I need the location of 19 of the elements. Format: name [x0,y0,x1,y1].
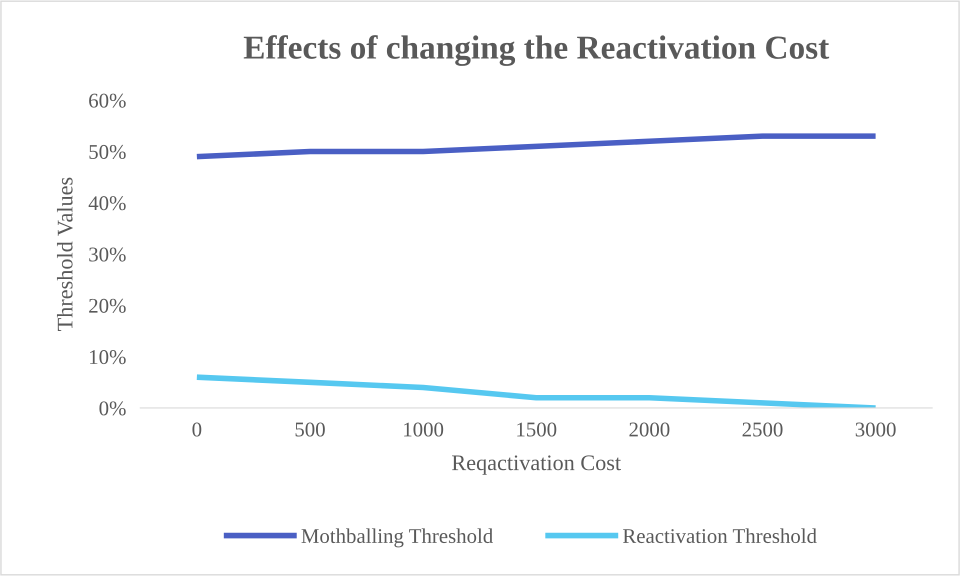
x-tick-label: 2500 [742,422,783,437]
x-axis-title: Reqactivation Cost [452,455,621,475]
y-tick-label: 30% [89,247,126,262]
y-tick-label: 20% [89,298,126,313]
y-tick-label: 10% [90,350,126,364]
x-tick-label: 1500 [517,422,556,437]
x-tick-label: 1000 [404,422,444,437]
x-tick-label: 0 [192,422,202,437]
x-tick-label: 500 [296,422,325,437]
y-tick-label: 40% [88,196,126,210]
legend-label: Mothballing Threshold [301,528,493,548]
legend-label: Reactivation Threshold [622,528,817,544]
y-tick-label: 0% [99,401,126,416]
x-tick-label: 2000 [629,422,670,437]
y-tick-label: 60% [89,94,126,108]
y-tick-label: 50% [89,144,126,160]
x-tick-label: 3000 [856,422,896,437]
chart-title: Effects of changing the Reactivation Cost [244,35,830,66]
y-axis-title: Threshold Values [56,178,73,331]
